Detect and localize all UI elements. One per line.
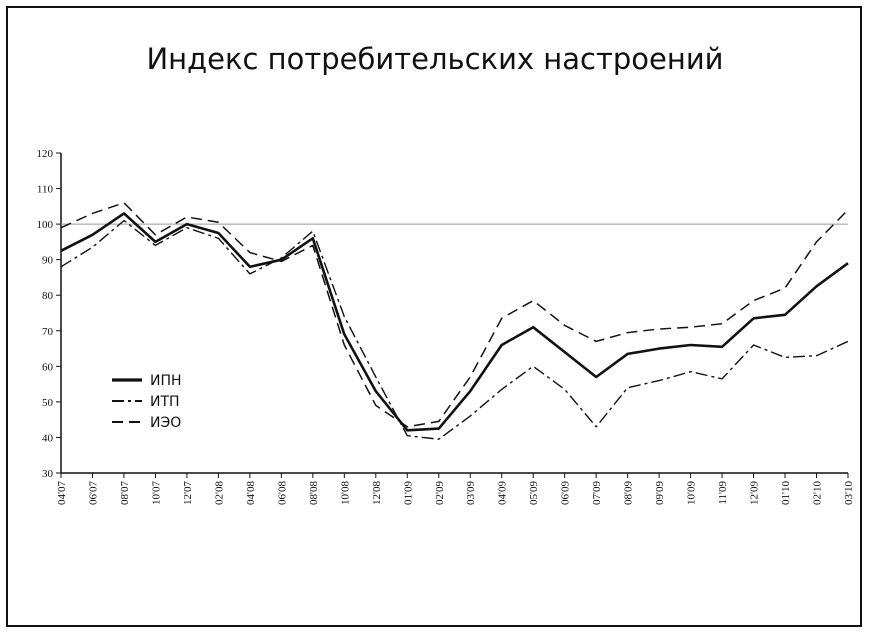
- x-tick-label: 08'08: [308, 481, 320, 505]
- x-tick-label: 04'08: [245, 481, 257, 505]
- x-tick-label: 12'07: [182, 481, 194, 505]
- y-tick-label: 80: [42, 290, 54, 302]
- x-tick-label: 09'09: [654, 481, 666, 505]
- x-tick-label: 02'09: [434, 481, 446, 505]
- x-tick-label: 10'07: [150, 481, 162, 505]
- x-tick-label: 10'09: [686, 481, 698, 505]
- series-line-dashed: [60, 202, 849, 428]
- y-tick-label: 40: [42, 432, 54, 444]
- x-tick-label: 06'09: [560, 481, 572, 505]
- x-tick-label: 12'09: [749, 481, 761, 505]
- y-tick-label: 90: [42, 255, 54, 267]
- chart-title: Индекс потребительских настроений: [146, 42, 724, 76]
- x-tick-label: 05'09: [528, 481, 540, 505]
- series-group: [60, 202, 849, 440]
- x-tick-label: 06'07: [87, 481, 99, 505]
- legend-label: ИТП: [150, 394, 180, 410]
- y-tick-label: 30: [42, 468, 54, 480]
- x-tick-label: 03'10: [843, 481, 855, 505]
- legend-label: ИПН: [150, 373, 182, 389]
- y-tick-label: 50: [42, 397, 54, 409]
- y-tick-label: 110: [37, 184, 54, 196]
- x-tick-label: 12'08: [371, 481, 383, 505]
- x-tick-label: 04'07: [56, 481, 68, 505]
- x-tick-label: 02'08: [213, 481, 225, 505]
- x-tick-label: 08'07: [119, 481, 131, 505]
- y-tick-label: 70: [42, 326, 54, 338]
- x-tick-label: 08'09: [623, 481, 635, 505]
- series-line-solid: [60, 212, 849, 432]
- x-tick-label: 07'09: [591, 481, 603, 505]
- chart-legend: ИПН ИТП ИЭО: [112, 373, 182, 431]
- y-tick-label: 120: [37, 148, 54, 160]
- chart-axes: 30 40 50 60 70 80 90 100 110 120 04'07 06'07 08'07 10…: [37, 148, 856, 505]
- x-tick-label: 01'09: [402, 481, 414, 505]
- x-tick-label: 04'09: [497, 481, 509, 505]
- x-tick-label: 06'08: [276, 481, 288, 505]
- x-tick-label: 11'09: [717, 481, 729, 505]
- chart-frame: [6, 6, 862, 627]
- x-tick-label: 02'10: [812, 481, 824, 505]
- x-tick-label: 10'08: [339, 481, 351, 505]
- x-tick-label: 03'09: [465, 481, 477, 505]
- legend-label: ИЭО: [150, 415, 181, 431]
- y-tick-label: 60: [42, 361, 54, 373]
- y-tick-label: 100: [37, 219, 54, 231]
- x-tick-label: 01'10: [780, 481, 792, 505]
